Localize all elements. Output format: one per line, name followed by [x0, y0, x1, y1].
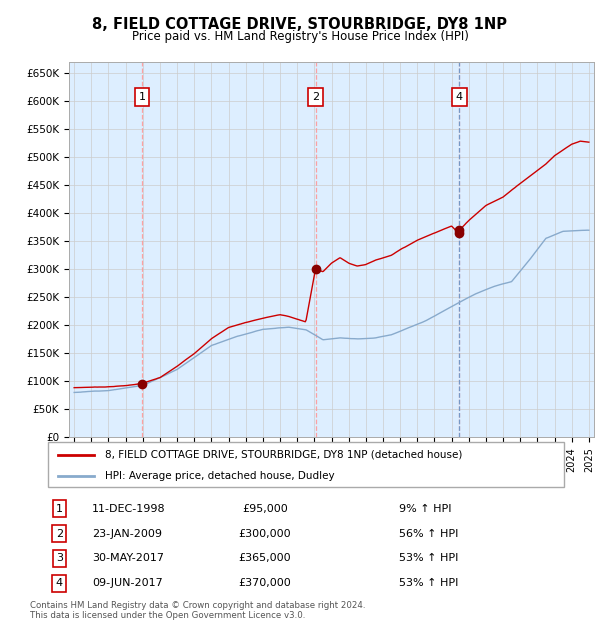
Text: 09-JUN-2017: 09-JUN-2017 — [92, 578, 163, 588]
Text: 53% ↑ HPI: 53% ↑ HPI — [399, 554, 458, 564]
Text: Price paid vs. HM Land Registry's House Price Index (HPI): Price paid vs. HM Land Registry's House … — [131, 30, 469, 43]
FancyBboxPatch shape — [48, 442, 564, 487]
Text: 9% ↑ HPI: 9% ↑ HPI — [399, 504, 451, 514]
Text: 30-MAY-2017: 30-MAY-2017 — [92, 554, 164, 564]
Text: 3: 3 — [56, 554, 63, 564]
Text: 2: 2 — [56, 529, 63, 539]
Text: 4: 4 — [455, 92, 463, 102]
Text: £365,000: £365,000 — [238, 554, 291, 564]
Text: This data is licensed under the Open Government Licence v3.0.: This data is licensed under the Open Gov… — [30, 611, 305, 620]
Text: 53% ↑ HPI: 53% ↑ HPI — [399, 578, 458, 588]
Text: 8, FIELD COTTAGE DRIVE, STOURBRIDGE, DY8 1NP (detached house): 8, FIELD COTTAGE DRIVE, STOURBRIDGE, DY8… — [105, 450, 462, 459]
Text: 11-DEC-1998: 11-DEC-1998 — [92, 504, 166, 514]
Text: £95,000: £95,000 — [242, 504, 287, 514]
Text: 56% ↑ HPI: 56% ↑ HPI — [399, 529, 458, 539]
Text: 23-JAN-2009: 23-JAN-2009 — [92, 529, 162, 539]
Text: Contains HM Land Registry data © Crown copyright and database right 2024.: Contains HM Land Registry data © Crown c… — [30, 601, 365, 611]
Text: £370,000: £370,000 — [238, 578, 291, 588]
Text: 1: 1 — [56, 504, 63, 514]
Text: 4: 4 — [56, 578, 63, 588]
Text: 8, FIELD COTTAGE DRIVE, STOURBRIDGE, DY8 1NP: 8, FIELD COTTAGE DRIVE, STOURBRIDGE, DY8… — [92, 17, 508, 32]
Text: 1: 1 — [139, 92, 145, 102]
Text: £300,000: £300,000 — [238, 529, 291, 539]
Text: 2: 2 — [312, 92, 319, 102]
Text: HPI: Average price, detached house, Dudley: HPI: Average price, detached house, Dudl… — [105, 471, 334, 480]
